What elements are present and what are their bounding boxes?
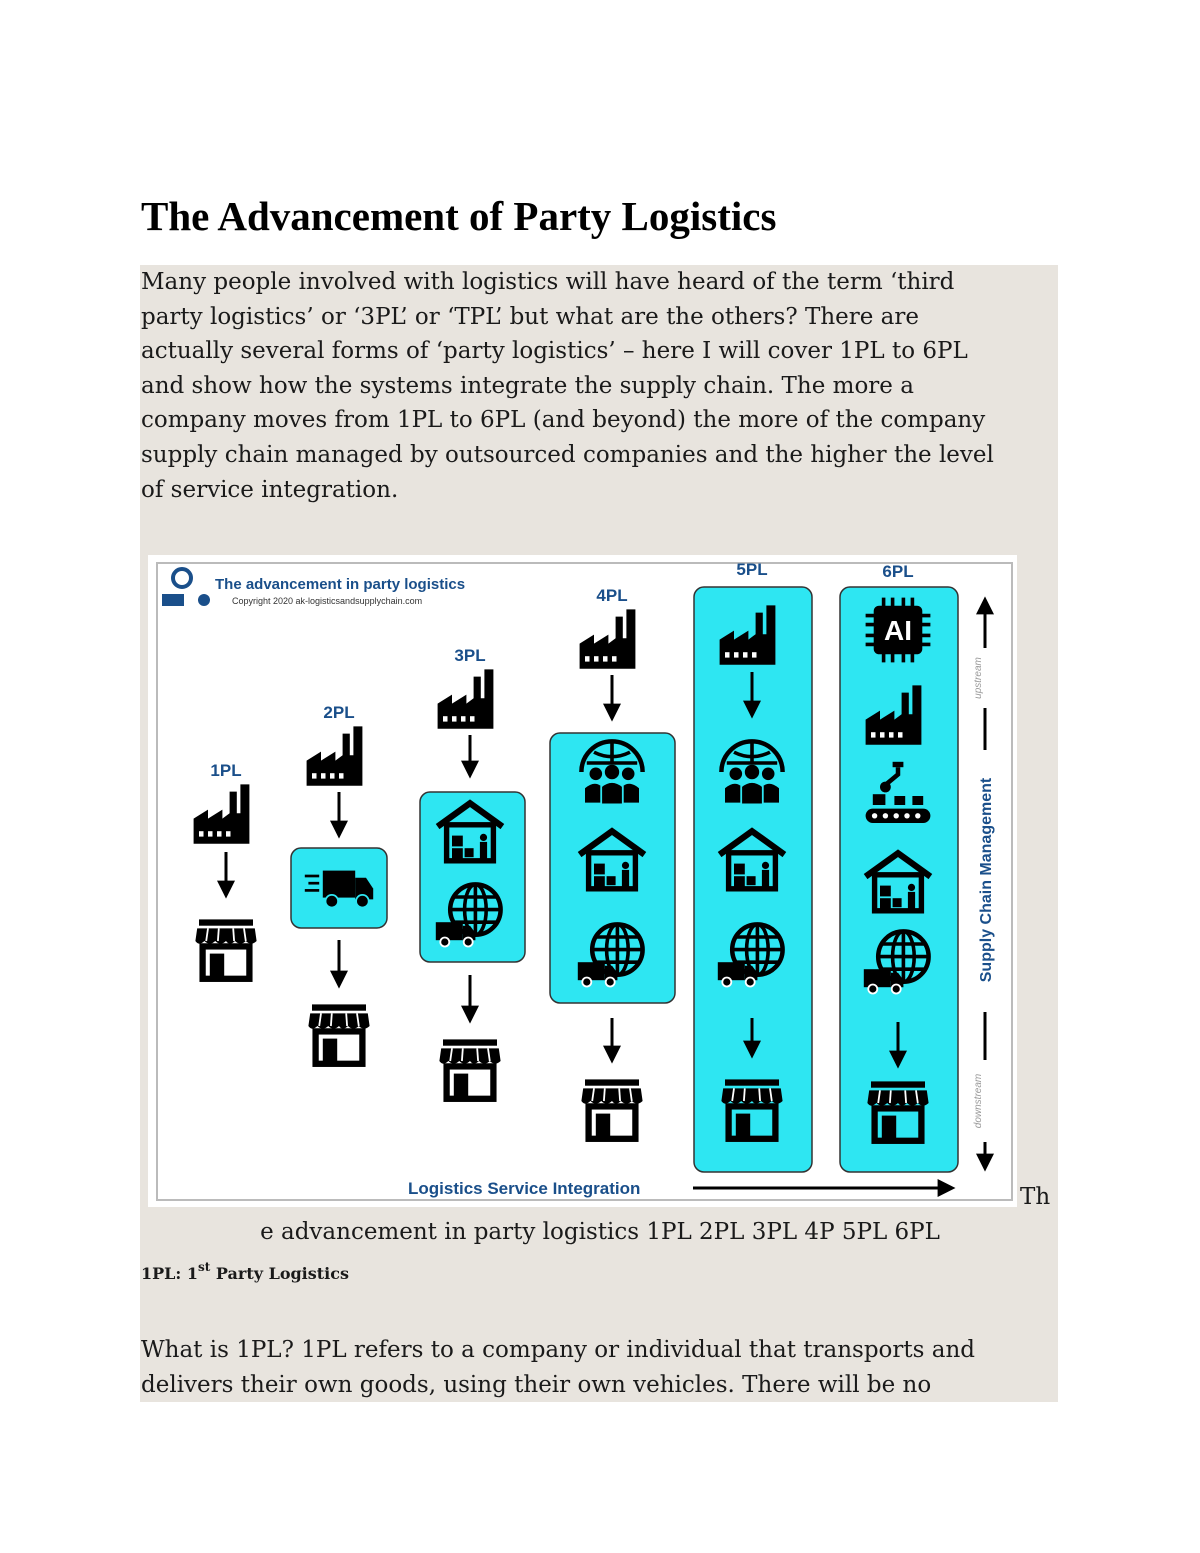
text-line: delivers their own goods, using their ow… [141,1371,932,1398]
caption: e advancement in party logistics 1PL 2PL… [260,1219,940,1245]
section-heading: 1PL: 1st Party Logistics [141,1260,349,1283]
level-box [549,732,676,1004]
vertical-axis-label: Supply Chain Management [978,777,995,982]
downstream-label: downstream [973,1074,984,1128]
text-line: of service integration. [141,476,399,503]
label-gap [975,750,995,1012]
text-line: actually several forms of ‘party logisti… [141,338,968,365]
ai-chip-label: AI [884,615,912,646]
label-gap [975,1060,995,1142]
heading-prefix: 1PL: 1 [141,1264,199,1283]
people-icon [721,741,782,804]
level-label: 1PL [210,761,241,780]
level-label: 6PL [882,562,913,581]
level-label: 2PL [323,703,354,722]
figure-border [156,562,1013,1201]
horizontal-axis-label: Logistics Service Integration [408,1179,640,1198]
heading-suffix: Party Logistics [210,1264,349,1283]
figure-title: The advancement in party logistics [215,576,465,593]
text-line: and show how the systems integrate the s… [141,372,914,399]
infographic: The advancement in party logistics Copyr… [148,555,1017,1207]
upstream-label: upstream [973,657,984,699]
logo [162,567,210,606]
level-label: 4PL [596,586,627,605]
figure-copyright: Copyright 2020 ak-logisticsandsupplychai… [232,596,422,606]
text-line: company moves from 1PL to 6PL (and beyon… [141,407,986,434]
level-label: 3PL [454,646,485,665]
text-line: What is 1PL? 1PL refers to a company or … [141,1337,975,1363]
people-icon [581,741,642,804]
label-gap [975,648,995,708]
heading-superscript: st [198,1260,211,1274]
title: The Advancement of Party Logistics [141,193,777,239]
level-label: 5PL [736,560,767,579]
text-line: supply chain managed by outsourced compa… [141,442,994,468]
caption-start: Th [1020,1184,1051,1210]
columns: 1PL 2PL 3PL 4PL 5PL 6PL AI [194,560,959,1173]
text-line: Many people involved with logistics will… [141,269,955,295]
text-line: party logistics’ or ‘3PL’ or ‘TPL’ but w… [141,303,920,330]
